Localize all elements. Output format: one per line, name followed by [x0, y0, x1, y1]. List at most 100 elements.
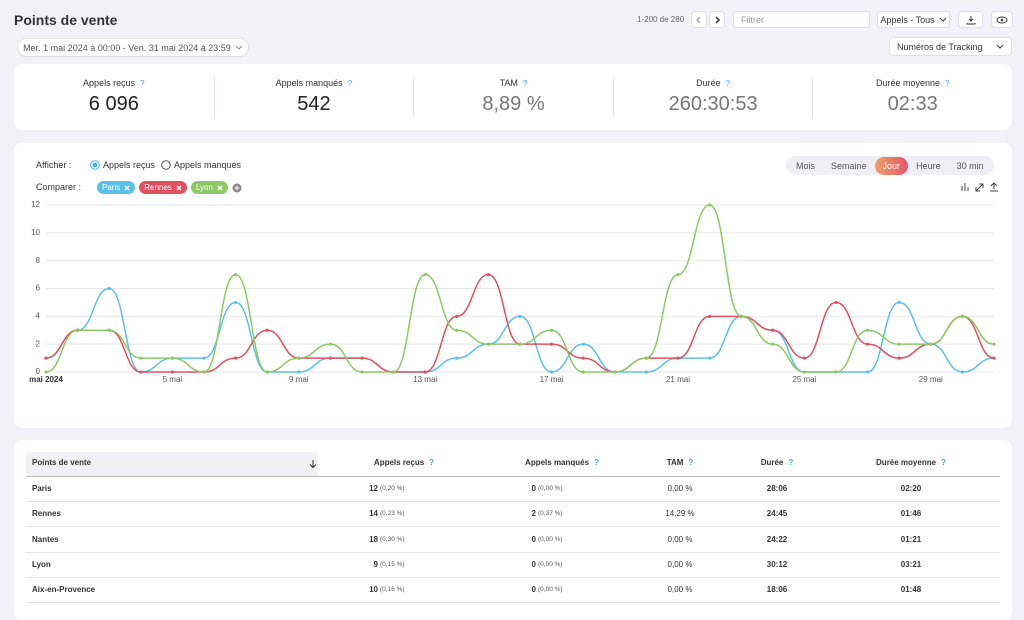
date-range[interactable]: Mer. 1 mai 2024 à 00:00 - Ven. 31 mai 20…: [17, 38, 249, 57]
tracking-text: Numéros de Tracking: [897, 41, 983, 52]
row-line: [26, 602, 1000, 604]
compare-label: Comparer :: [36, 182, 82, 192]
help-icon: ?: [688, 458, 694, 467]
legend-tag[interactable]: Paris: [97, 181, 136, 194]
point: [360, 370, 364, 374]
point: [866, 328, 870, 332]
kpi-label: TAM?: [414, 78, 613, 88]
point: [265, 328, 269, 332]
point: [866, 370, 870, 374]
view-button[interactable]: [991, 11, 1013, 28]
y-tick-label: 10: [31, 228, 40, 237]
row-line: [26, 551, 1000, 553]
point: [897, 356, 901, 360]
cell-value: 0,00 %: [667, 585, 693, 595]
point: [518, 342, 522, 346]
point: [76, 328, 80, 332]
column-header-text: Durée: [760, 458, 784, 467]
x-tick-label: mai 2024: [29, 375, 63, 384]
show-label: Afficher :: [36, 160, 72, 170]
filter-input[interactable]: Filtrer: [733, 11, 870, 28]
point: [581, 356, 585, 360]
download-button[interactable]: [958, 11, 983, 28]
y-tick-label: 0: [36, 367, 41, 376]
period-tab[interactable]: 30 min: [956, 161, 984, 171]
point: [802, 370, 807, 374]
prev-button[interactable]: [691, 11, 707, 28]
row-line: [26, 501, 1000, 502]
kpi-label: Durée moyenne?: [813, 78, 1012, 88]
point: [708, 203, 712, 207]
legend-tag[interactable]: Lyon: [190, 181, 228, 194]
tracking-dropdown[interactable]: Numéros de Tracking: [889, 37, 1012, 56]
legend: Paris Rennes Lyon: [97, 181, 242, 194]
point: [550, 342, 554, 346]
cell-percent: (0,37 %): [538, 510, 563, 518]
kpi: Appels reçus? 6 096: [14, 64, 214, 130]
column-header-text: Appels manqués: [525, 458, 590, 467]
series-line: [45, 204, 995, 373]
help-icon: ?: [944, 79, 950, 88]
kpi-value: 260:30:53: [668, 93, 758, 115]
x-tick-label: 29 mai: [919, 375, 943, 384]
point: [234, 356, 238, 360]
y-tick-label: 12: [31, 200, 40, 209]
page-title: Points de vente: [14, 12, 118, 28]
column-header-text: TAM: [666, 458, 684, 467]
radio-missed[interactable]: Appels manqués: [161, 160, 241, 170]
period-tab[interactable]: Semaine: [831, 161, 867, 171]
y-tick-label: 2: [36, 339, 41, 348]
point: [170, 370, 174, 374]
point: [360, 356, 364, 360]
cell-percent: (0,00 %): [538, 586, 563, 594]
point: [297, 370, 301, 374]
point: [423, 370, 427, 374]
row-name: Nantes: [32, 534, 59, 544]
row-name: Aix-en-Provence: [32, 585, 96, 595]
calls-dropdown[interactable]: Appels - Tous: [877, 11, 950, 28]
next-button[interactable]: [709, 11, 725, 28]
chart-tools: [961, 182, 998, 192]
cell-value: 01:21: [900, 534, 922, 544]
point: [44, 356, 48, 360]
legend-label: Lyon: [195, 183, 213, 192]
point: [550, 328, 554, 332]
point: [866, 342, 870, 346]
chart-card: Afficher : Appels reçus Appels manqués C…: [14, 143, 1012, 428]
column-header-text: Appels reçus: [373, 458, 425, 467]
x-tick-label: 9 mai: [289, 375, 309, 384]
cell-value: 02:20: [900, 484, 922, 493]
period-tab[interactable]: Heure: [916, 161, 941, 171]
period-tab[interactable]: Jour: [874, 157, 909, 175]
column-header: Appels reçus?: [344, 458, 464, 467]
period-tab[interactable]: Mois: [796, 161, 816, 171]
point: [708, 314, 712, 318]
kpi: Appels manqués? 542: [213, 76, 414, 118]
cell-value: 24:22: [766, 534, 788, 544]
point: [960, 314, 965, 318]
add-compare[interactable]: [232, 183, 242, 193]
point: [423, 272, 427, 277]
cell-value: 2: [531, 509, 536, 519]
radio-label: Appels reçus: [103, 160, 156, 170]
sort-icon[interactable]: [309, 459, 317, 469]
kpi-value: 02:33: [887, 93, 938, 115]
point: [234, 272, 238, 277]
remove-icon: [124, 184, 130, 191]
kpi-label: Durée?: [614, 78, 813, 88]
cell-value: 03:21: [900, 559, 922, 569]
kpi: Durée moyenne? 02:33: [812, 76, 1012, 118]
point: [739, 314, 743, 318]
help-icon: ?: [594, 458, 599, 467]
legend-tag[interactable]: Rennes: [139, 181, 187, 194]
kpi-value: 542: [297, 93, 331, 115]
point: [265, 370, 269, 374]
kpi-label-text: Durée moyenne: [875, 78, 940, 88]
point: [581, 342, 585, 346]
point: [992, 342, 996, 346]
pagination: 1-200 de 280: [637, 15, 685, 24]
radio-received[interactable]: Appels reçus: [90, 160, 155, 170]
point: [107, 286, 111, 291]
cell-value: 28:06: [766, 484, 788, 493]
cell-value: 14,29 %: [665, 509, 695, 519]
